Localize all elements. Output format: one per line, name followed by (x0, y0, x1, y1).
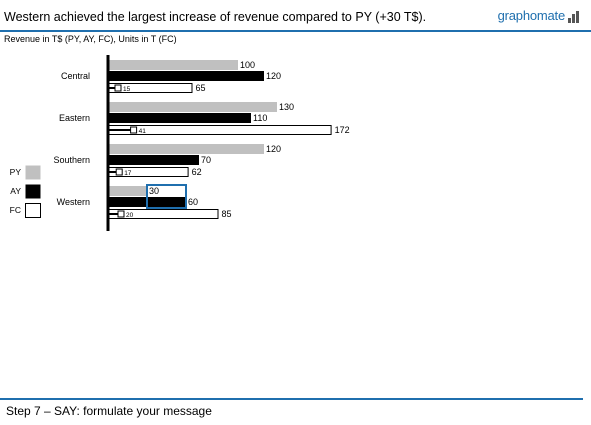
chart-subtitle: Revenue in T$ (PY, AY, FC), Units in T (… (4, 34, 177, 44)
label-ay-central: 120 (266, 71, 281, 81)
bar-py-eastern (108, 102, 277, 112)
label-py-eastern: 130 (279, 102, 294, 112)
units-label-eastern: 41 (139, 128, 147, 135)
label-fc-central: 65 (196, 83, 206, 93)
page-title: Western achieved the largest increase of… (4, 10, 427, 24)
bar-ay-central (108, 71, 264, 81)
category-label-western: Western (57, 197, 90, 207)
logo-text: graphomate (497, 8, 566, 23)
category-label-central: Central (61, 71, 90, 81)
bar-py-central (108, 60, 238, 70)
units-marker-central (114, 84, 122, 92)
label-fc-eastern: 172 (335, 125, 350, 135)
bar-py-western (108, 186, 147, 196)
units-label-central: 15 (123, 86, 131, 93)
bar-ay-southern (108, 155, 199, 165)
graphomate-logo: graphomate (498, 8, 579, 28)
label-ay-southern: 70 (201, 155, 211, 165)
label-ay-western: 60 (188, 197, 198, 207)
legend-swatch-fc (25, 203, 41, 218)
label-py-southern: 120 (266, 144, 281, 154)
footer-divider (0, 398, 583, 400)
bar-fc-western (108, 209, 219, 219)
units-label-western: 20 (126, 212, 134, 219)
bar-chart: Central 100 120 65 15 Eastern 130 110 172 41 South… (10, 55, 350, 231)
label-py-central: 100 (240, 60, 255, 70)
label-ay-eastern: 110 (253, 113, 267, 123)
units-marker-eastern (130, 126, 138, 134)
units-marker-western (117, 210, 125, 218)
units-label-southern: 17 (124, 170, 132, 177)
legend-label-ay: AY (10, 186, 21, 196)
legend-swatch-py (25, 165, 41, 180)
highlight-box-western (146, 184, 187, 209)
legend-swatch-ay (25, 184, 41, 199)
label-fc-western: 85 (222, 209, 232, 219)
label-py-western: 30 (149, 186, 159, 196)
bar-py-southern (108, 144, 264, 154)
legend-label-py: PY (10, 167, 22, 177)
category-label-southern: Southern (53, 155, 90, 165)
footer-caption: Step 7 – SAY: formulate your message (6, 404, 212, 418)
label-fc-southern: 62 (192, 167, 202, 177)
legend-label-fc: FC (10, 205, 21, 215)
bar-ay-eastern (108, 113, 251, 123)
logo-bars-icon (567, 11, 579, 23)
units-marker-southern (115, 168, 123, 176)
header-divider (0, 30, 591, 32)
category-label-eastern: Eastern (59, 113, 90, 123)
